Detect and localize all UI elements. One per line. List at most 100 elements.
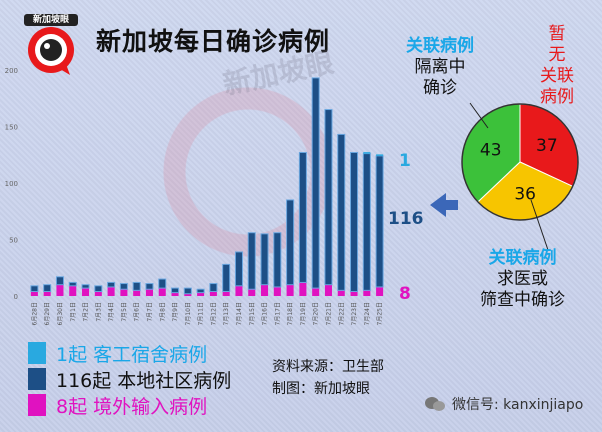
pie-label-unlinked-line4: 病例 <box>540 87 574 107</box>
bar-community <box>30 285 39 292</box>
x-tick-label: 7月12日 <box>210 302 217 325</box>
x-tick-label: 7月23日 <box>351 302 358 325</box>
legend-item-community: 116起 本地社区病例 <box>28 366 231 392</box>
x-tick-label: 7月15日 <box>249 302 256 325</box>
x-tick-label: 7月16日 <box>262 302 269 325</box>
x-tick-label: 7月3日 <box>95 302 102 322</box>
bar-community <box>68 281 77 287</box>
source-line: 资料来源：卫生部 <box>272 359 384 375</box>
page-title: 新加坡每日确诊病例 <box>96 27 331 56</box>
pie-value-label: 37 <box>536 136 558 156</box>
bar-community <box>132 281 141 291</box>
x-tick-label: 6月30日 <box>57 302 64 325</box>
leader-line <box>469 102 489 129</box>
bar-imported <box>145 289 153 296</box>
bar-imported <box>209 291 217 296</box>
x-tick-label: 7月10日 <box>185 302 192 325</box>
bar-imported <box>273 286 281 296</box>
credit-line: 制图：新加坡眼 <box>272 381 370 397</box>
bar-imported <box>120 289 128 296</box>
bar-imported <box>82 288 90 296</box>
bar-imported <box>69 285 77 296</box>
x-tick-label: 7月24日 <box>364 302 371 325</box>
bar-community <box>337 133 346 291</box>
bar-community <box>362 153 371 291</box>
pie-label-unlinked-line2: 无 <box>548 45 566 65</box>
x-tick-label: 7月25日 <box>377 302 384 325</box>
x-tick-label: 7月17日 <box>274 302 281 325</box>
bar-community <box>94 285 103 292</box>
bar-imported <box>56 284 64 296</box>
pie-label-screening-line2: 求医或 <box>497 269 548 289</box>
pie-value-label: 36 <box>514 184 536 204</box>
x-tick-label: 7月4日 <box>108 302 115 322</box>
pie-label-unlinked: 暂 无 关联 病例 <box>540 24 574 108</box>
bar-imported <box>171 292 179 296</box>
x-tick-label: 7月22日 <box>338 302 345 325</box>
legend-swatch-dorm <box>28 342 46 364</box>
x-tick-label: 7月1日 <box>70 302 77 322</box>
x-tick-label: 7月18日 <box>287 302 294 325</box>
arrow-icon <box>430 193 458 217</box>
bar-community <box>324 109 333 286</box>
bar-imported <box>30 291 38 296</box>
legend-swatch-community <box>28 368 46 390</box>
x-tick-label: 6月29日 <box>44 302 51 325</box>
bar-imported <box>43 291 51 296</box>
legend-label-community: 116起 本地社区病例 <box>56 369 232 392</box>
bar-imported <box>261 284 269 296</box>
legend-label-imported: 8起 境外输入病例 <box>56 395 208 418</box>
pie-label-unlinked-line1: 暂 <box>548 24 566 44</box>
x-tick-label: 7月11日 <box>198 302 205 325</box>
bar-community <box>145 283 154 290</box>
bar-imported <box>350 291 358 296</box>
x-tick-label: 7月2日 <box>83 302 90 322</box>
pie-label-quarantine: 关联病例 隔离中 确诊 <box>406 36 474 99</box>
bar-community <box>183 287 192 295</box>
source-note: 资料来源：卫生部 制图：新加坡眼 <box>272 356 384 400</box>
pie-label-screening-line3: 筛查中确诊 <box>480 290 565 310</box>
bar-dorm <box>363 152 371 154</box>
bar-imported <box>376 286 384 296</box>
x-tick-label: 7月19日 <box>300 302 307 325</box>
y-tick-label: 100 <box>5 180 18 188</box>
leader-line <box>530 199 549 251</box>
annotation-community: 116 <box>388 209 424 229</box>
annotation-dorm: 1 <box>399 151 411 171</box>
x-tick-label: 7月8日 <box>159 302 166 322</box>
bar-dorm <box>376 154 384 156</box>
bar-community <box>55 276 64 286</box>
x-tick-label: 7月14日 <box>236 302 243 325</box>
bar-community <box>107 281 116 288</box>
y-tick-label: 50 <box>9 237 18 245</box>
bar-community <box>260 233 269 286</box>
legend-swatch-imported <box>28 394 46 416</box>
bar-community <box>311 77 320 289</box>
bar-community <box>375 155 384 288</box>
bar-imported <box>324 284 332 296</box>
annotation-imported: 8 <box>399 284 411 304</box>
bar-community <box>119 283 128 290</box>
bar-imported <box>94 291 102 296</box>
x-tick-label: 7月7日 <box>146 302 153 322</box>
x-tick-label: 7月21日 <box>325 302 332 325</box>
bar-community <box>171 287 180 294</box>
bar-community <box>196 288 205 294</box>
bar-community <box>298 151 307 283</box>
x-tick-label: 7月5日 <box>121 302 128 322</box>
y-tick-label: 200 <box>5 67 18 75</box>
bar-imported <box>337 290 345 296</box>
bar-community <box>273 232 282 288</box>
wechat-footer[interactable]: 微信号: kanxinjiapo <box>424 394 583 414</box>
logo-icon <box>24 14 78 75</box>
bar-imported <box>184 293 192 296</box>
logo-text: 新加坡眼 <box>32 15 69 25</box>
legend-label-dorm: 1起 客工宿舍病例 <box>56 343 208 366</box>
x-tick-label: 7月13日 <box>223 302 230 325</box>
bar-imported <box>363 290 371 296</box>
bar-community <box>286 199 295 286</box>
logo: 新加坡眼 <box>22 14 80 76</box>
bar-community <box>222 263 231 292</box>
x-tick-label: 7月9日 <box>172 302 179 322</box>
